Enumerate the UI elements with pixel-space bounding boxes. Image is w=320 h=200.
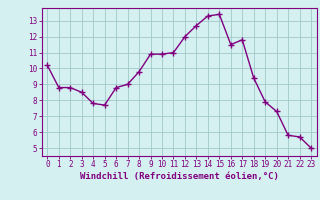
X-axis label: Windchill (Refroidissement éolien,°C): Windchill (Refroidissement éolien,°C) (80, 172, 279, 181)
